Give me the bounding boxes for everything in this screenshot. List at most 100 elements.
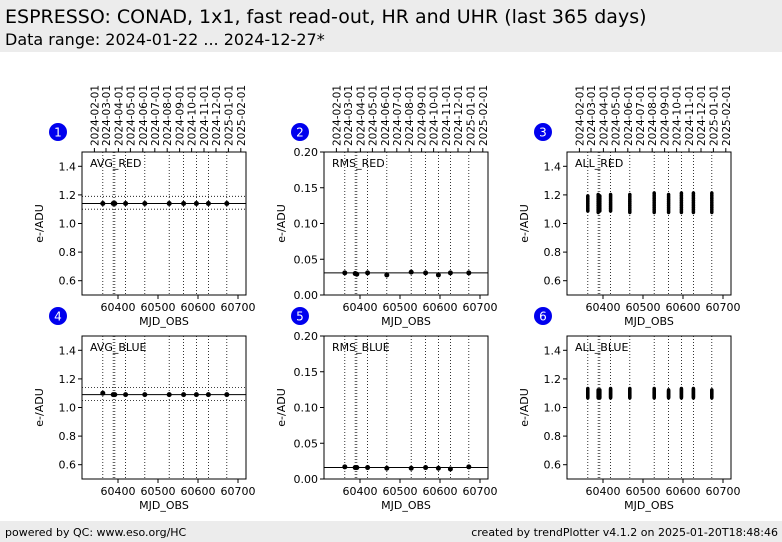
data-point bbox=[447, 270, 453, 276]
panel-number: 2 bbox=[296, 126, 304, 140]
x-axis-label: MJD_OBS bbox=[381, 499, 431, 512]
data-point bbox=[193, 200, 199, 206]
date-tick-label: 2024-08-01 bbox=[647, 85, 659, 146]
date-tick-label: 2024-02-01 bbox=[89, 85, 101, 146]
plot-frame bbox=[81, 335, 247, 480]
y-tick-label: 0.6 bbox=[59, 275, 77, 288]
date-tick-label: 2024-09-01 bbox=[417, 85, 429, 146]
y-axis-label: e-/ADU bbox=[275, 204, 288, 243]
data-point bbox=[384, 272, 390, 278]
x-axis-label: MJD_OBS bbox=[139, 499, 189, 512]
data-point bbox=[691, 386, 696, 392]
data-point bbox=[100, 200, 106, 206]
y-tick-label: 1.4 bbox=[59, 344, 77, 357]
data-point-column bbox=[628, 192, 632, 215]
data-point bbox=[365, 465, 371, 471]
series-label: AVG_RED bbox=[90, 157, 141, 170]
data-point bbox=[598, 388, 602, 393]
y-tick-label: 0.10 bbox=[294, 402, 319, 415]
data-point bbox=[142, 200, 148, 206]
data-point-column bbox=[608, 192, 613, 213]
data-point-column bbox=[608, 386, 613, 400]
date-tick-label: 2024-02-01 bbox=[574, 85, 586, 146]
date-tick-label: 2024-11-01 bbox=[684, 85, 696, 146]
chart-panel-4: 0.6 0.8 1.0 1.2 1.4 60400 60500 60600 60700 MJD_O… bbox=[33, 307, 256, 512]
y-axis-label: e-/ADU bbox=[518, 388, 531, 427]
panel-number: 5 bbox=[296, 310, 304, 324]
data-point bbox=[628, 192, 632, 198]
data-point bbox=[205, 200, 211, 206]
date-tick-label: 2024-10-01 bbox=[187, 85, 199, 146]
data-point-column bbox=[652, 386, 656, 400]
data-point-column bbox=[628, 386, 632, 400]
y-tick-label: 1.0 bbox=[59, 218, 77, 231]
x-axis-label: MJD_OBS bbox=[624, 499, 674, 512]
data-point bbox=[193, 392, 199, 398]
y-tick-label: 1.4 bbox=[544, 160, 562, 173]
date-tick-label: 2024-07-01 bbox=[150, 85, 162, 146]
x-tick-label: 60600 bbox=[423, 485, 458, 498]
y-axis-label: e-/ADU bbox=[275, 388, 288, 427]
x-tick-label: 60700 bbox=[706, 485, 741, 498]
data-point bbox=[342, 464, 348, 470]
series-label: RMS_RED bbox=[332, 157, 385, 170]
x-tick-label: 60500 bbox=[626, 301, 661, 314]
date-tick-label: 2024-05-01 bbox=[125, 85, 137, 146]
report-header: ESPRESSO: CONAD, 1x1, fast read-out, HR … bbox=[0, 0, 782, 52]
date-tick-label: 2024-07-01 bbox=[635, 85, 647, 146]
date-tick-label: 2024-05-01 bbox=[367, 85, 379, 146]
data-point bbox=[142, 392, 148, 398]
data-point bbox=[435, 465, 441, 471]
x-tick-label: 60700 bbox=[706, 301, 741, 314]
x-tick-label: 60400 bbox=[343, 301, 378, 314]
data-point bbox=[466, 464, 472, 470]
data-point bbox=[408, 269, 414, 275]
date-tick-label: 2024-06-01 bbox=[138, 85, 150, 146]
series-label: ALL_RED bbox=[575, 157, 623, 170]
y-tick-label: 0.15 bbox=[294, 182, 319, 195]
date-tick-label: 2025-01-01 bbox=[465, 85, 477, 146]
plot-frame bbox=[566, 335, 732, 480]
y-tick-label: 0.8 bbox=[59, 246, 77, 259]
data-point-column bbox=[710, 388, 714, 400]
y-tick-label: 1.0 bbox=[544, 402, 562, 415]
data-point-column bbox=[598, 388, 602, 400]
data-point-column bbox=[679, 386, 684, 400]
y-tick-label: 0.05 bbox=[294, 437, 319, 450]
date-tick-label: 2024-09-01 bbox=[175, 85, 187, 146]
data-point bbox=[224, 200, 230, 206]
data-point bbox=[166, 392, 172, 398]
data-point-column bbox=[666, 388, 671, 400]
x-tick-label: 60400 bbox=[586, 301, 621, 314]
y-tick-label: 0.05 bbox=[294, 253, 319, 266]
y-tick-label: 0.20 bbox=[294, 146, 319, 159]
chart-panel-2: 0.00 0.05 0.10 0.15 0.20 60400 60500 60600 60700… bbox=[275, 85, 498, 328]
date-tick-label: 2024-04-01 bbox=[355, 85, 367, 146]
date-tick-label: 2025-01-01 bbox=[223, 85, 235, 146]
x-tick-label: 60700 bbox=[463, 301, 498, 314]
x-tick-label: 60500 bbox=[141, 301, 176, 314]
data-point-column bbox=[586, 194, 590, 213]
x-tick-label: 60500 bbox=[626, 485, 661, 498]
y-tick-label: 0.00 bbox=[294, 473, 319, 486]
x-tick-label: 60500 bbox=[383, 301, 418, 314]
data-point-column bbox=[679, 191, 684, 215]
x-tick-label: 60400 bbox=[586, 485, 621, 498]
panel-number-badge bbox=[49, 307, 67, 325]
data-point bbox=[205, 392, 211, 398]
date-tick-label: 2025-01-01 bbox=[708, 85, 720, 146]
y-tick-label: 1.0 bbox=[59, 402, 77, 415]
date-tick-label: 2024-04-01 bbox=[113, 85, 125, 146]
y-tick-label: 0.20 bbox=[294, 330, 319, 343]
data-point-column bbox=[666, 192, 671, 215]
date-tick-label: 2024-02-01 bbox=[331, 85, 343, 146]
y-tick-label: 0.8 bbox=[544, 430, 562, 443]
data-point bbox=[666, 388, 671, 393]
date-tick-label: 2025-02-01 bbox=[236, 85, 248, 146]
data-point bbox=[112, 392, 118, 398]
data-point bbox=[628, 386, 632, 392]
data-point bbox=[666, 192, 671, 198]
data-point bbox=[586, 194, 590, 199]
date-tick-label: 2024-09-01 bbox=[660, 85, 672, 146]
data-point bbox=[181, 200, 187, 206]
